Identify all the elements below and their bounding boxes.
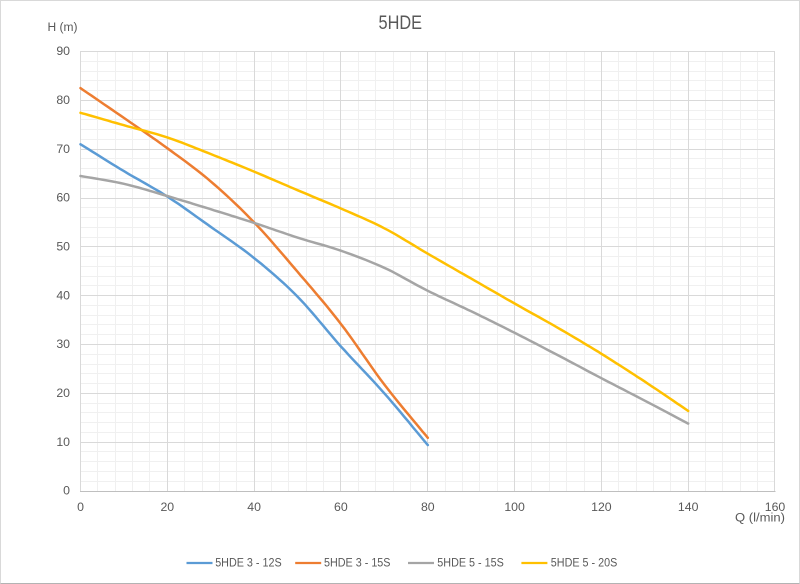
svg-text:0: 0 [63, 484, 70, 498]
svg-text:5HDE 5 - 15S: 5HDE 5 - 15S [437, 555, 504, 569]
svg-text:100: 100 [504, 500, 525, 514]
svg-text:90: 90 [56, 44, 70, 58]
svg-text:40: 40 [247, 500, 261, 514]
svg-text:30: 30 [56, 337, 70, 351]
svg-text:H (m): H (m) [48, 20, 78, 34]
svg-text:160: 160 [765, 500, 786, 514]
svg-text:140: 140 [678, 500, 699, 514]
svg-text:5HDE 5 - 20S: 5HDE 5 - 20S [551, 555, 618, 569]
svg-text:80: 80 [421, 500, 435, 514]
svg-text:70: 70 [56, 142, 70, 156]
svg-text:50: 50 [56, 239, 70, 253]
svg-text:80: 80 [56, 93, 70, 107]
svg-text:5HDE 3 - 12S: 5HDE 3 - 12S [215, 555, 282, 569]
svg-text:60: 60 [56, 191, 70, 205]
svg-text:60: 60 [334, 500, 348, 514]
svg-text:5HDE: 5HDE [379, 13, 423, 34]
svg-text:120: 120 [591, 500, 612, 514]
svg-text:40: 40 [56, 288, 70, 302]
svg-text:5HDE 3 - 15S: 5HDE 3 - 15S [324, 555, 391, 569]
svg-text:Q (l/min): Q (l/min) [735, 511, 785, 525]
svg-text:20: 20 [160, 500, 174, 514]
svg-text:0: 0 [77, 500, 84, 514]
svg-text:10: 10 [56, 435, 70, 449]
svg-text:20: 20 [56, 386, 70, 400]
